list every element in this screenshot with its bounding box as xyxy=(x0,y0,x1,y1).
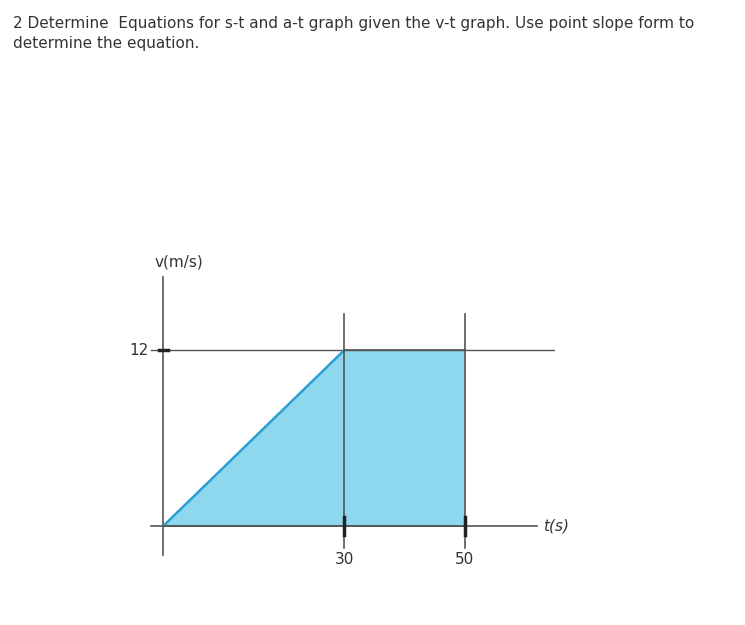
Text: 2 Determine  Equations for s-t and a-t graph given the v-t graph. Use point slop: 2 Determine Equations for s-t and a-t gr… xyxy=(13,16,694,31)
Text: v(m/s): v(m/s) xyxy=(154,255,203,270)
Text: 12: 12 xyxy=(129,342,148,357)
Polygon shape xyxy=(163,350,465,526)
Text: 30: 30 xyxy=(335,552,354,568)
Text: t(s): t(s) xyxy=(543,518,569,533)
Text: determine the equation.: determine the equation. xyxy=(13,36,200,51)
Text: 50: 50 xyxy=(455,552,475,568)
